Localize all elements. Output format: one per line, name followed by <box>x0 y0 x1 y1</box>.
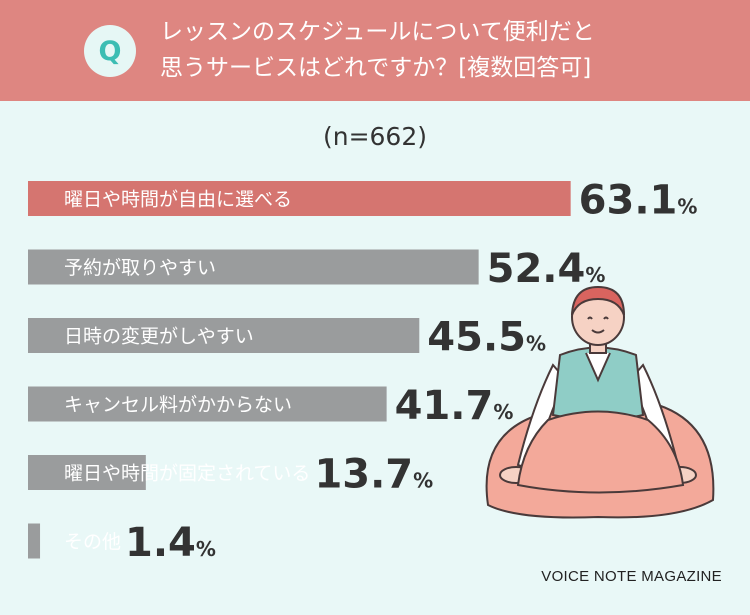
blanket-front <box>516 410 685 494</box>
collar <box>585 352 611 383</box>
bar <box>28 181 571 216</box>
question-line-1: レッスンのスケジュールについて便利だと <box>160 19 595 45</box>
bar <box>28 523 41 559</box>
value-label: 1.4% <box>125 520 216 566</box>
bar <box>28 249 479 285</box>
person-illustration <box>485 285 715 519</box>
value-label: 13.7% <box>314 452 433 498</box>
value-label: 45.5% <box>427 315 546 361</box>
bar <box>28 318 420 353</box>
value-label: 52.4% <box>487 246 606 292</box>
bar-label: キャンセル料がかからない <box>64 394 292 416</box>
bar-label: 曜日や時間が自由に選べる <box>64 189 292 211</box>
smile <box>591 329 605 334</box>
bar-label: 日時の変更がしやすい <box>64 326 254 348</box>
hair <box>571 285 625 316</box>
left-eye <box>587 316 593 320</box>
bar-label: 曜日や時間が固定されている <box>64 463 310 485</box>
bar-label: その他 <box>64 531 121 553</box>
right-eye <box>603 316 609 320</box>
bar <box>28 386 387 422</box>
bar <box>28 455 146 490</box>
value-label: 63.1% <box>579 178 698 224</box>
bar-label: 予約が取りやすい <box>64 257 216 279</box>
question-header: Q レッスンのスケジュールについて便利だと 思うサービスはどれですか？[複数回答… <box>0 0 750 101</box>
sample-size: (n=662) <box>322 122 428 151</box>
brand-credit: VOICE NOTE MAGAZINE <box>541 568 722 585</box>
value-label: 41.7% <box>395 383 514 429</box>
question-line-2: 思うサービスはどれですか？[複数回答可] <box>160 55 592 81</box>
question-badge: Q <box>84 25 136 77</box>
question-text: レッスンのスケジュールについて便利だと 思うサービスはどれですか？[複数回答可] <box>160 14 720 86</box>
